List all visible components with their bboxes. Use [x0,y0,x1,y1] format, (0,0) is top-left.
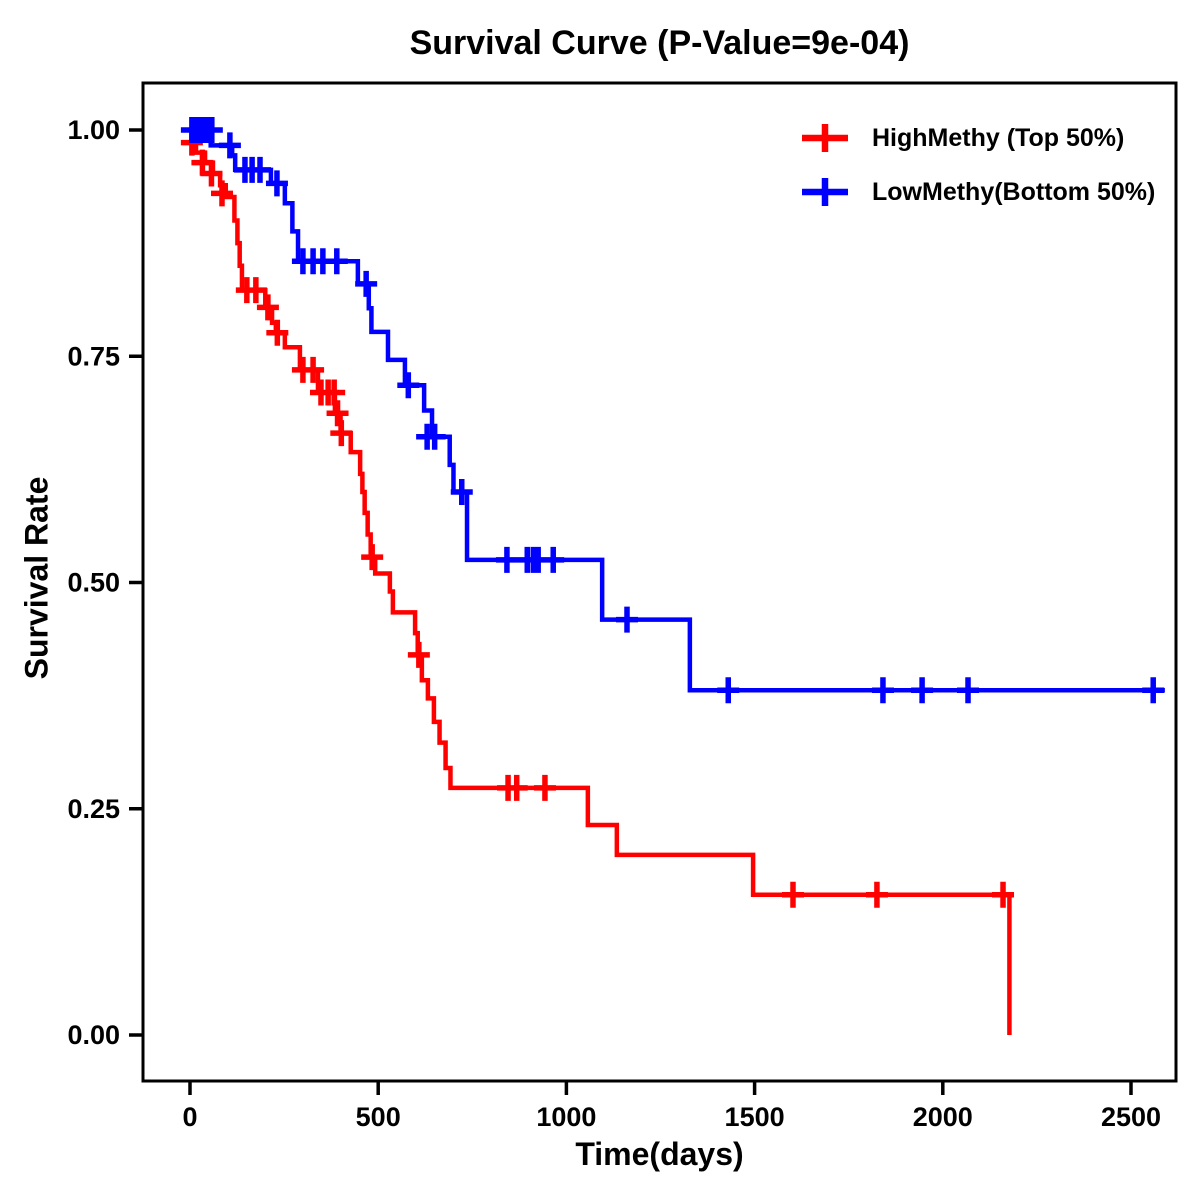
y-tick-label: 1.00 [67,115,120,145]
x-tick-label: 1500 [725,1102,785,1132]
censor-plus-marks-0 [180,129,1015,908]
y-tick-label: 0.75 [67,341,120,371]
plot-border [141,81,1178,1083]
x-tick-label: 0 [182,1102,197,1132]
legend-label-lowmethy: LowMethy(Bottom 50%) [872,177,1156,206]
survival-step-curve-0 [190,127,1012,1035]
legend-plus-icon [802,124,848,152]
y-tick-label: 0.00 [67,1020,120,1050]
legend: HighMethy (Top 50%) LowMethy(Bottom 50%) [799,120,1155,228]
x-tick-label: 2000 [913,1102,973,1132]
highmethy-plus-censor-icon [802,124,848,152]
chart-title: Survival Curve (P-Value=9e-04) [409,24,910,62]
y-axis-label: Survival Rate [18,476,55,680]
censor-plus-marks-1 [180,117,1165,704]
legend-item-highmethy: HighMethy (Top 50%) [799,120,1155,156]
x-tick-label: 1000 [536,1102,596,1132]
legend-item-lowmethy: LowMethy(Bottom 50%) [799,174,1155,210]
y-tick-label: 0.50 [67,568,120,598]
x-tick-label: 500 [356,1102,401,1132]
legend-label-highmethy: HighMethy (Top 50%) [872,123,1125,152]
lowmethy-plus-censor-icon [802,178,848,206]
x-axis-label: Time(days) [575,1136,744,1172]
legend-plus-icon [802,178,848,206]
y-tick-label: 0.25 [67,794,120,824]
x-tick-label: 2500 [1101,1102,1161,1132]
